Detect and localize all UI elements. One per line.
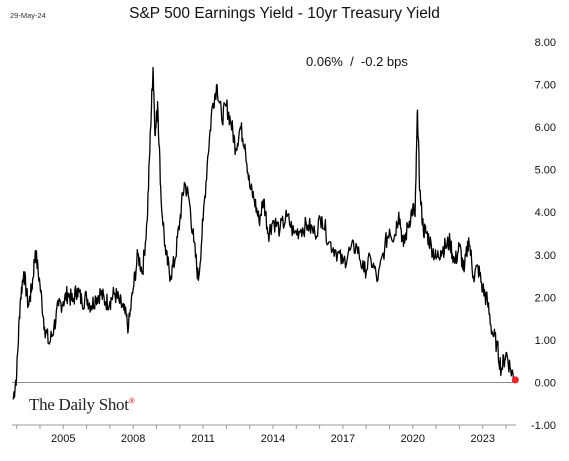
chart-title: S&P 500 Earnings Yield - 10yr Treasury Y…: [129, 5, 440, 22]
x-tick-label: 2023: [470, 433, 494, 445]
registered-mark: ®: [128, 396, 135, 406]
y-tick-label: 6.00: [535, 122, 556, 134]
x-tick-label: 2008: [121, 433, 145, 445]
series-line: [12, 66, 516, 400]
x-tick-label: 2020: [401, 433, 425, 445]
y-tick-label: 3.00: [535, 250, 556, 262]
y-tick-label: 2.00: [535, 292, 556, 304]
x-tick-label: 2005: [51, 433, 75, 445]
y-tick-label: 1.00: [535, 335, 556, 347]
y-tick-label: -1.00: [531, 420, 556, 432]
y-tick-label: 7.00: [535, 80, 556, 92]
logo-text: The Daily Shot: [29, 395, 129, 414]
date-stamp: 29-May-24: [10, 11, 46, 20]
daily-shot-logo: The Daily Shot®: [29, 395, 135, 415]
x-tick-label: 2017: [331, 433, 355, 445]
x-axis: 2005 2008 2011 2014 2017 2020 2023: [12, 424, 516, 445]
x-tick-label: 2014: [261, 433, 285, 445]
y-tick-label: 0.00: [535, 377, 556, 389]
last-point-marker: [511, 376, 519, 384]
y-tick-label: 8.00: [535, 37, 556, 49]
spread-annotation: 0.06% / -0.2 bps: [306, 54, 408, 69]
y-axis: -1.00 0.00 1.00 2.00 3.00 4.00 5.00 6.00 7.00 8.0…: [531, 37, 556, 432]
y-tick-label: 5.00: [535, 165, 556, 177]
x-tick-label: 2011: [191, 433, 215, 445]
y-tick-label: 4.00: [535, 207, 556, 219]
